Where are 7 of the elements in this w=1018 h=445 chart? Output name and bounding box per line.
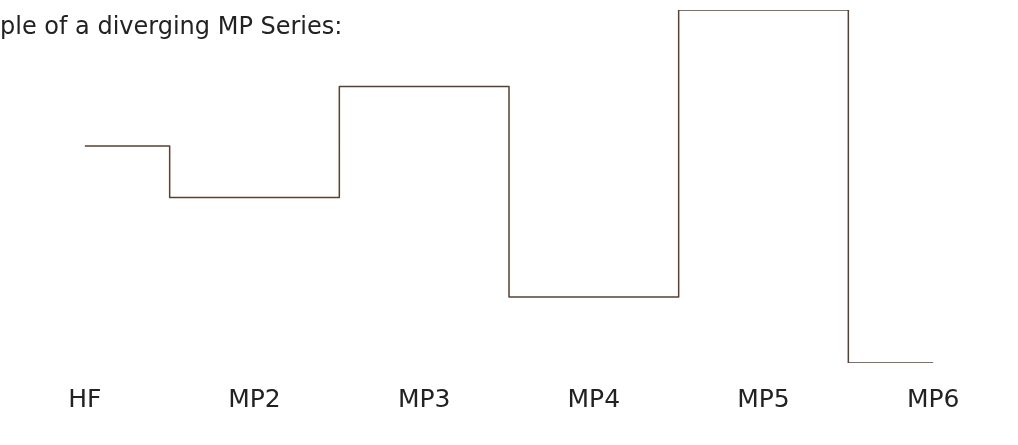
x-tick-label: MP2 (228, 383, 281, 413)
x-tick-label: MP4 (567, 383, 621, 413)
x-tick-label: MP6 (906, 383, 960, 413)
x-tick-label: HF (68, 383, 102, 413)
x-tick-label: MP3 (397, 383, 451, 413)
chart-title: ple of a diverging MP Series: (0, 12, 343, 40)
x-tick-label: MP5 (737, 383, 790, 413)
